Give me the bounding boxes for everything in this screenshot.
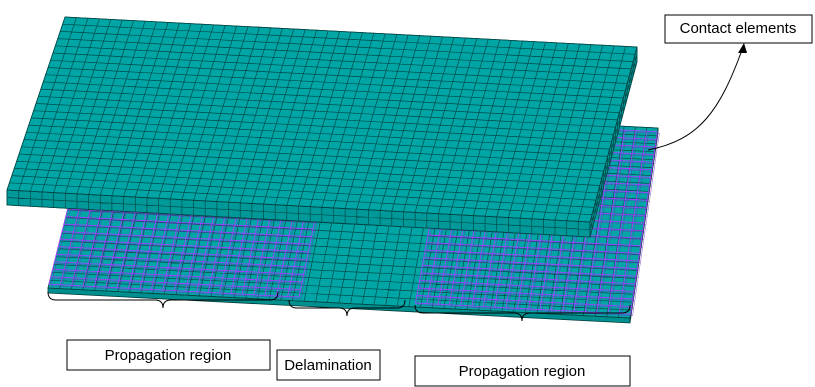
callout-label: Contact elements xyxy=(680,20,797,37)
region-label: Delamination xyxy=(284,357,372,374)
diagram: Contact elements Propagation region Dela… xyxy=(0,0,815,387)
arrow-head xyxy=(738,43,747,53)
region-label: Propagation region xyxy=(105,347,232,364)
callout-arrow xyxy=(648,50,742,150)
region-label: Propagation region xyxy=(459,363,586,380)
top-plate xyxy=(7,17,637,237)
